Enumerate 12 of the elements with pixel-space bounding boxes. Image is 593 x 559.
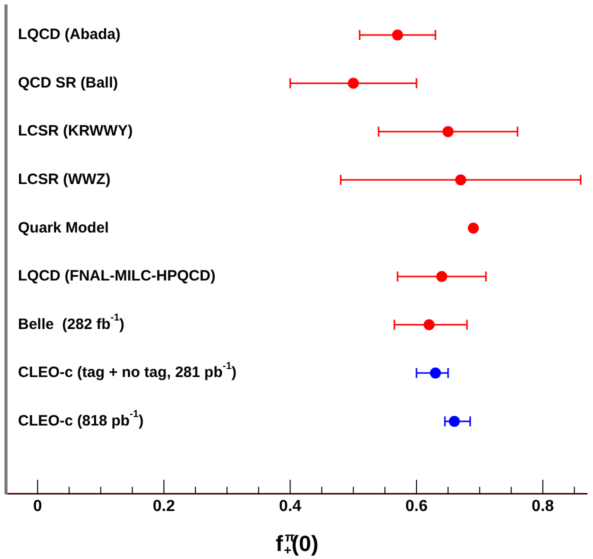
y-tick-label: LCSR (WWZ) <box>18 171 110 188</box>
y-tick-label: LQCD (FNAL-MILC-HPQCD) <box>18 268 216 285</box>
x-tick-label: 0.4 <box>279 498 302 515</box>
x-tick-label: 0.6 <box>405 498 428 515</box>
y-tick-label: Quark Model <box>18 219 109 236</box>
y-tick-label: LQCD (Abada) <box>18 26 120 44</box>
y-tick-label: QCD SR (Ball) <box>18 74 118 92</box>
x-tick-label: 0.8 <box>532 498 554 515</box>
x-tick-label: 0.2 <box>152 498 176 515</box>
y-tick-label: LCSR (KRWWY) <box>18 122 133 140</box>
point <box>468 222 479 234</box>
x-tick-label: 0 <box>33 498 42 515</box>
